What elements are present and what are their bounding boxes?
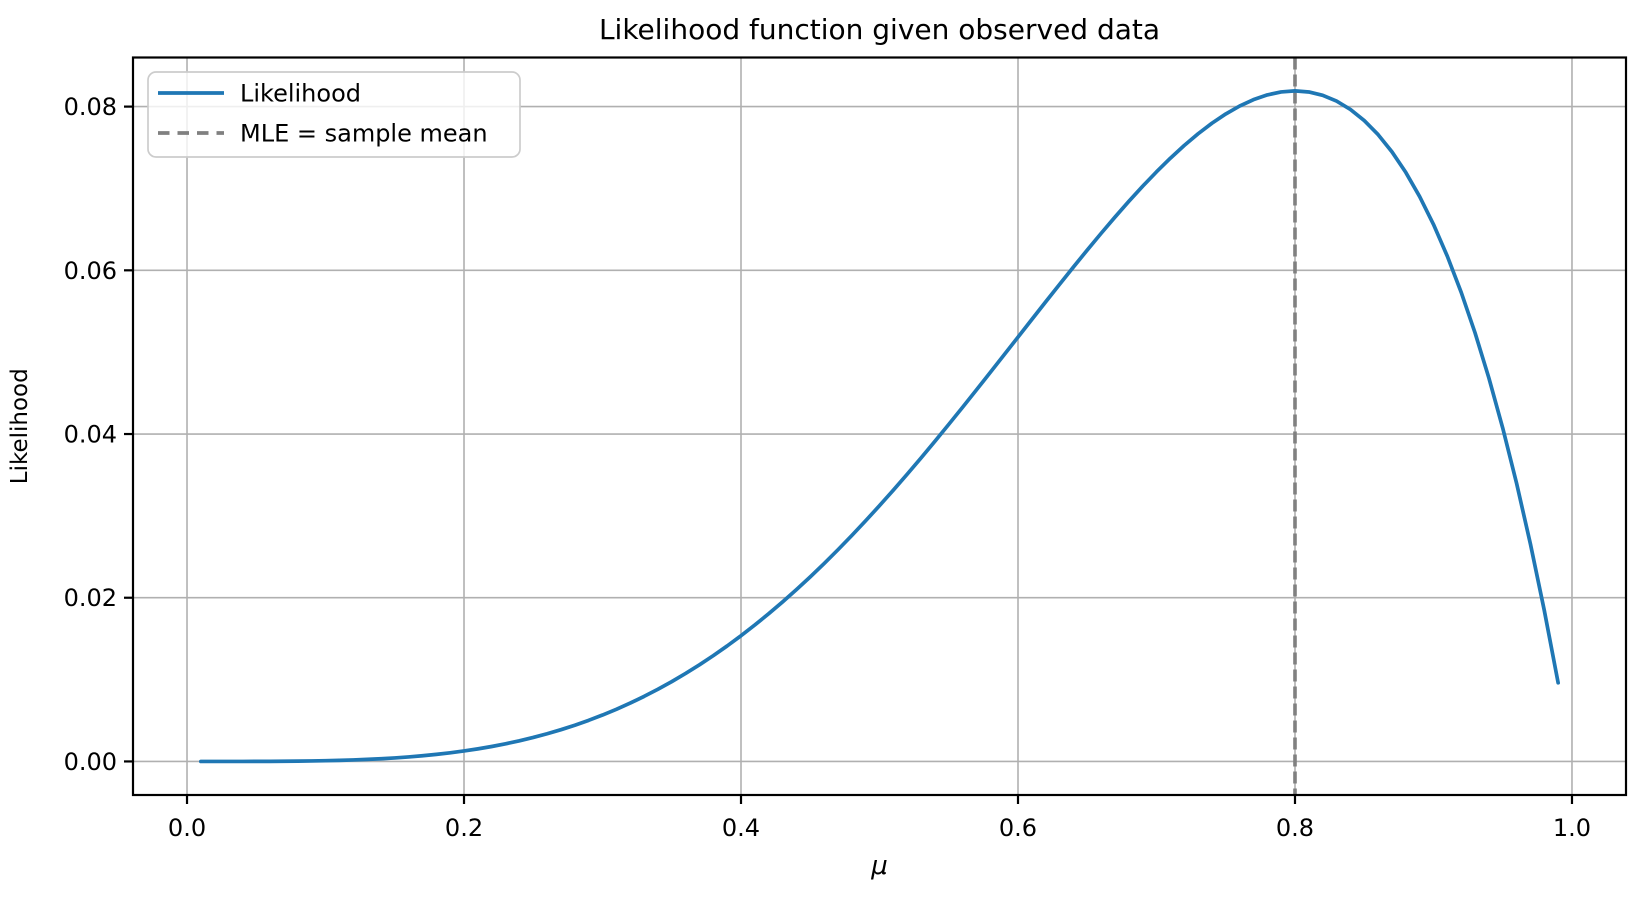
grid-lines xyxy=(133,57,1626,795)
legend-label-mle: MLE = sample mean xyxy=(240,120,488,148)
x-axis-label: μ xyxy=(870,851,888,881)
legend: Likelihood MLE = sample mean xyxy=(147,71,521,158)
axes-frame xyxy=(131,56,1628,797)
y-tick-label: 0.08 xyxy=(64,93,117,121)
x-tick-label: 0.8 xyxy=(1276,814,1314,842)
chart-title: Likelihood function given observed data xyxy=(599,13,1160,46)
x-tick-label: 0.6 xyxy=(999,814,1037,842)
y-tick-label: 0.02 xyxy=(64,584,117,612)
legend-label-likelihood: Likelihood xyxy=(240,80,361,108)
tick-marks xyxy=(124,105,1574,804)
x-tick-label: 1.0 xyxy=(1553,814,1591,842)
x-tick-label: 0.4 xyxy=(722,814,760,842)
x-tick-label: 0.2 xyxy=(445,814,483,842)
legend-box xyxy=(147,71,521,158)
y-tick-label: 0.06 xyxy=(64,257,117,285)
y-axis-label: Likelihood xyxy=(7,368,33,484)
y-tick-label: 0.04 xyxy=(64,421,117,449)
y-tick-label: 0.00 xyxy=(64,748,117,776)
likelihood-curve xyxy=(199,89,1560,764)
x-tick-label: 0.0 xyxy=(168,814,206,842)
